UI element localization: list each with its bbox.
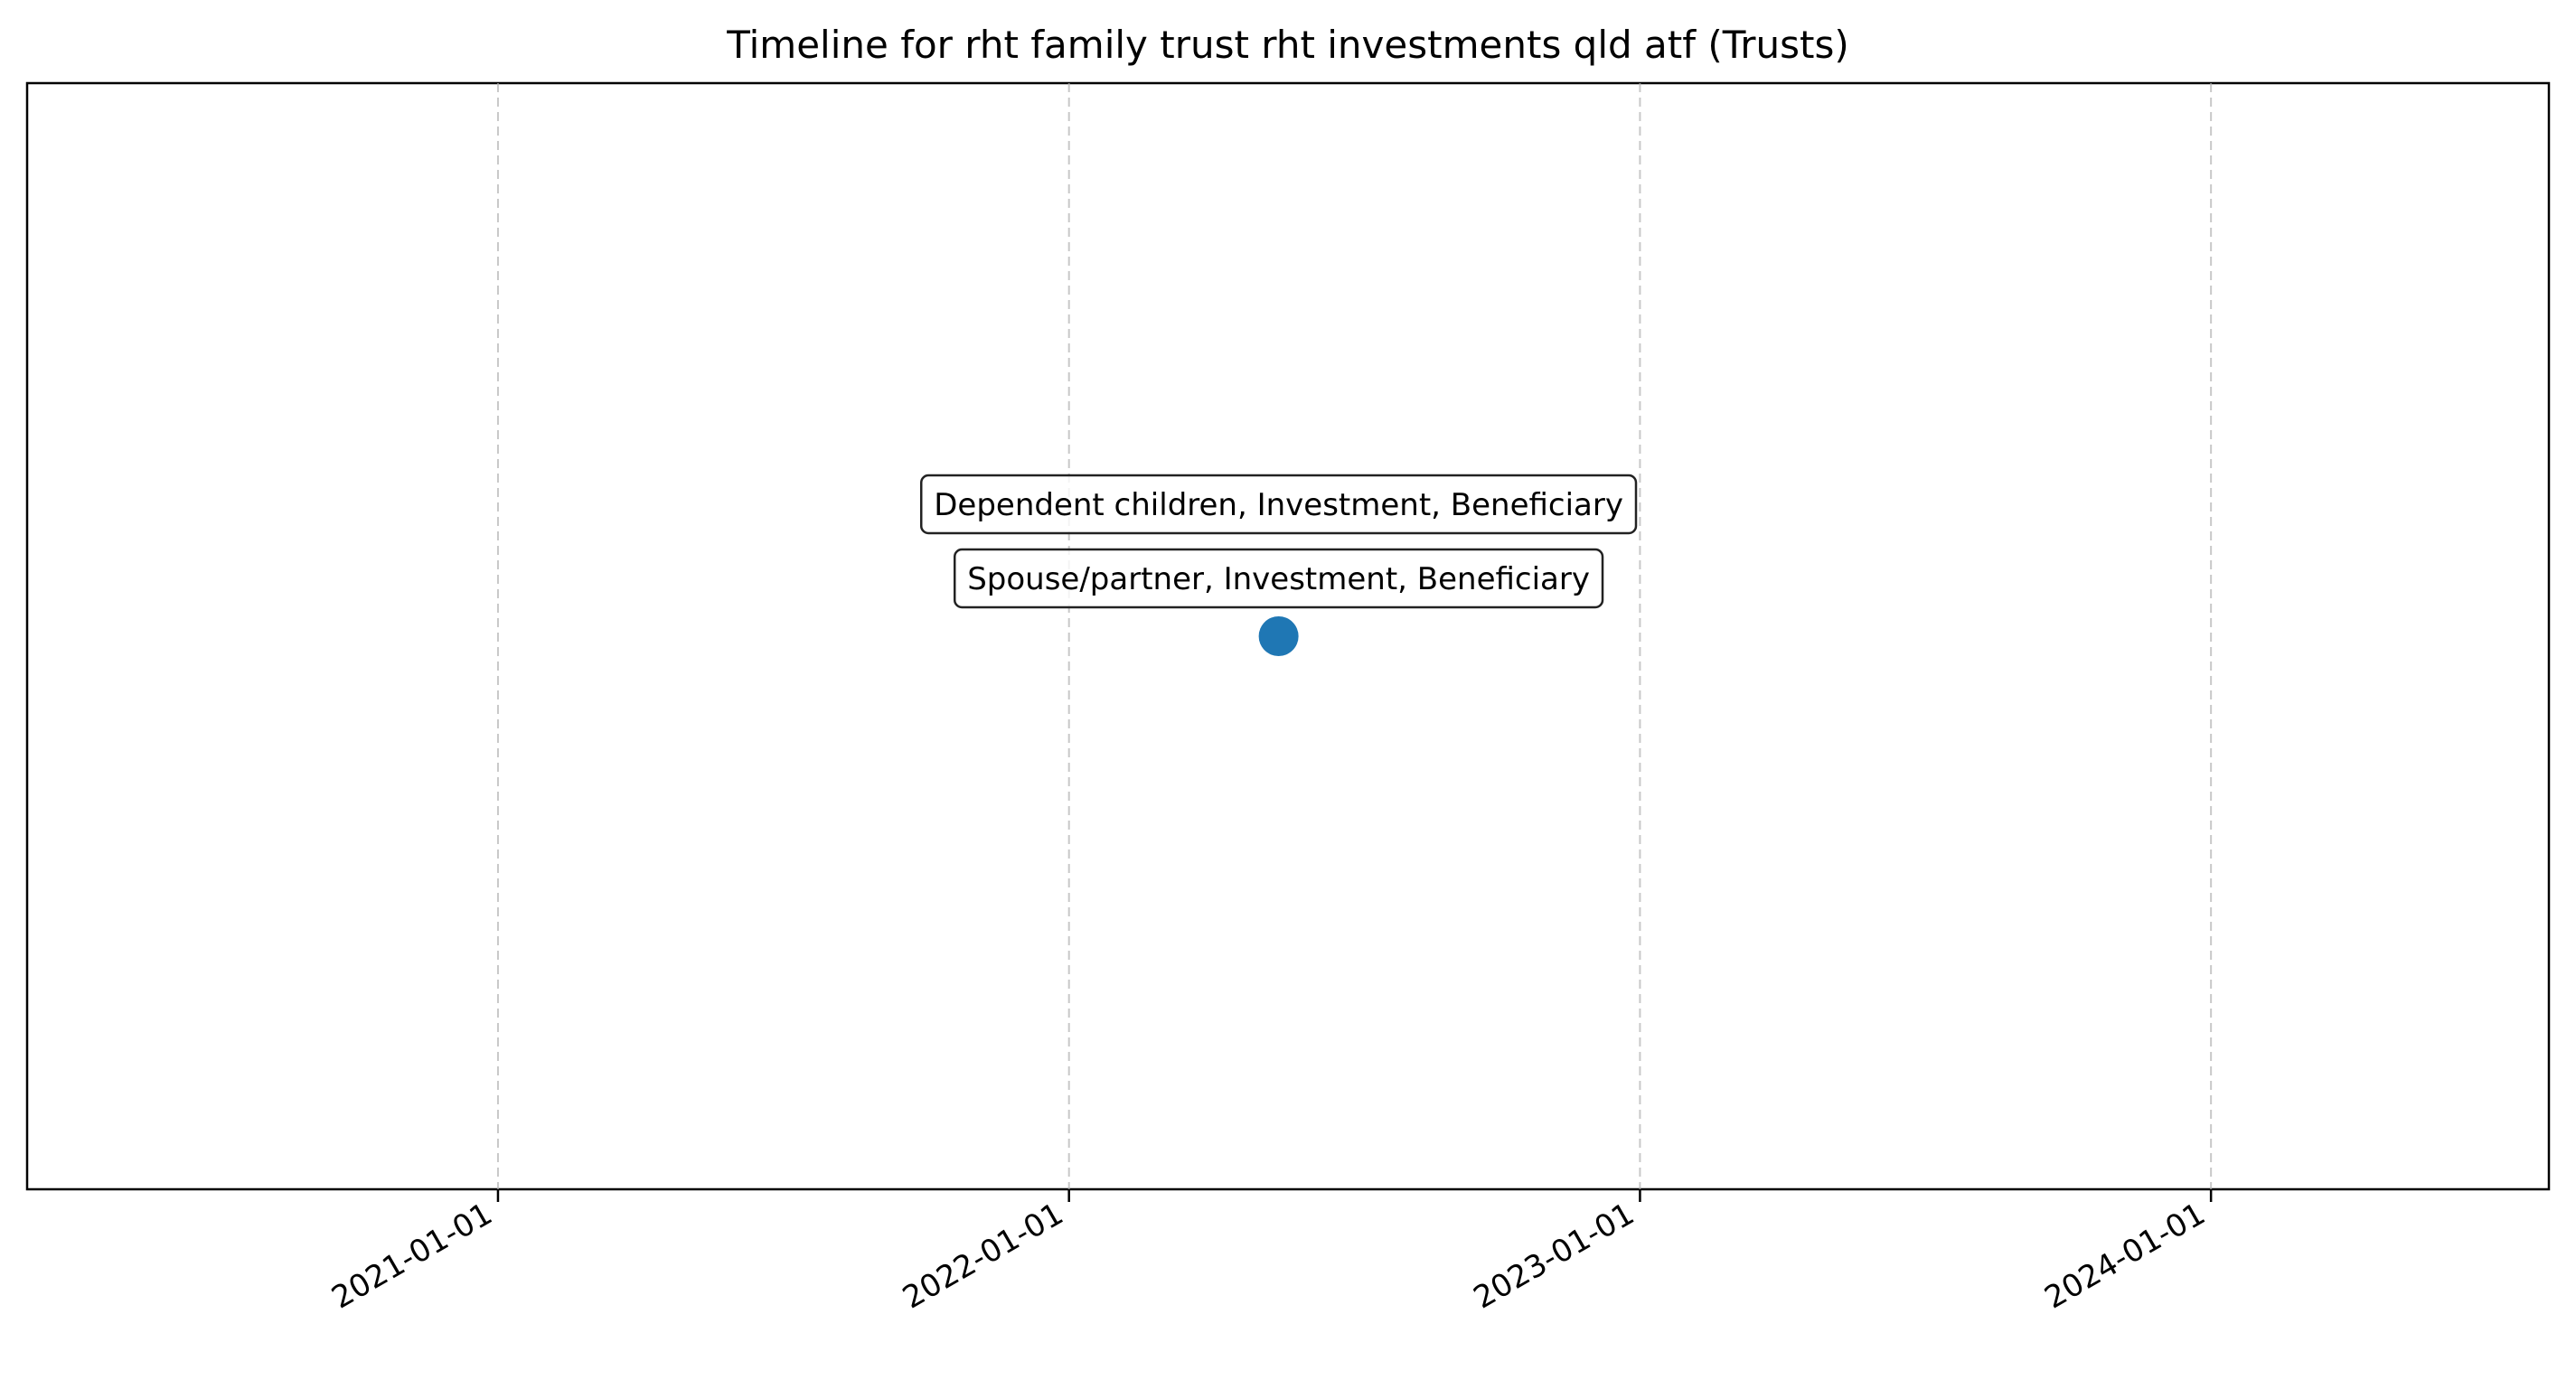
annotation-label: Spouse/partner, Investment, Beneficiary <box>967 561 1590 597</box>
x-tick-label: 2021-01-01 <box>325 1196 498 1316</box>
x-axis: 2021-01-01 2022-01-01 2023-01-01 2024-01-01 <box>325 1189 2213 1317</box>
annotation-box: Dependent children, Investment, Benefici… <box>919 474 1638 535</box>
x-tick-label: 2023-01-01 <box>1468 1196 1641 1316</box>
plot-frame <box>25 81 2551 1191</box>
annotation-box: Spouse/partner, Investment, Beneficiary <box>953 548 1604 609</box>
annotation-frame <box>919 474 1638 535</box>
annotations: Spouse/partner, Investment, Beneficiary D… <box>919 474 1638 609</box>
annotation-frame <box>953 548 1604 609</box>
x-tick-label: 2022-01-01 <box>897 1196 1069 1316</box>
data-points <box>1258 616 1299 656</box>
data-point <box>1258 616 1299 656</box>
x-gridlines <box>496 83 2213 1189</box>
annotation-label: Dependent children, Investment, Benefici… <box>934 487 1623 523</box>
chart-title: Timeline for rht family trust rht invest… <box>726 23 1848 67</box>
x-tick-label: 2024-01-01 <box>2039 1196 2212 1316</box>
